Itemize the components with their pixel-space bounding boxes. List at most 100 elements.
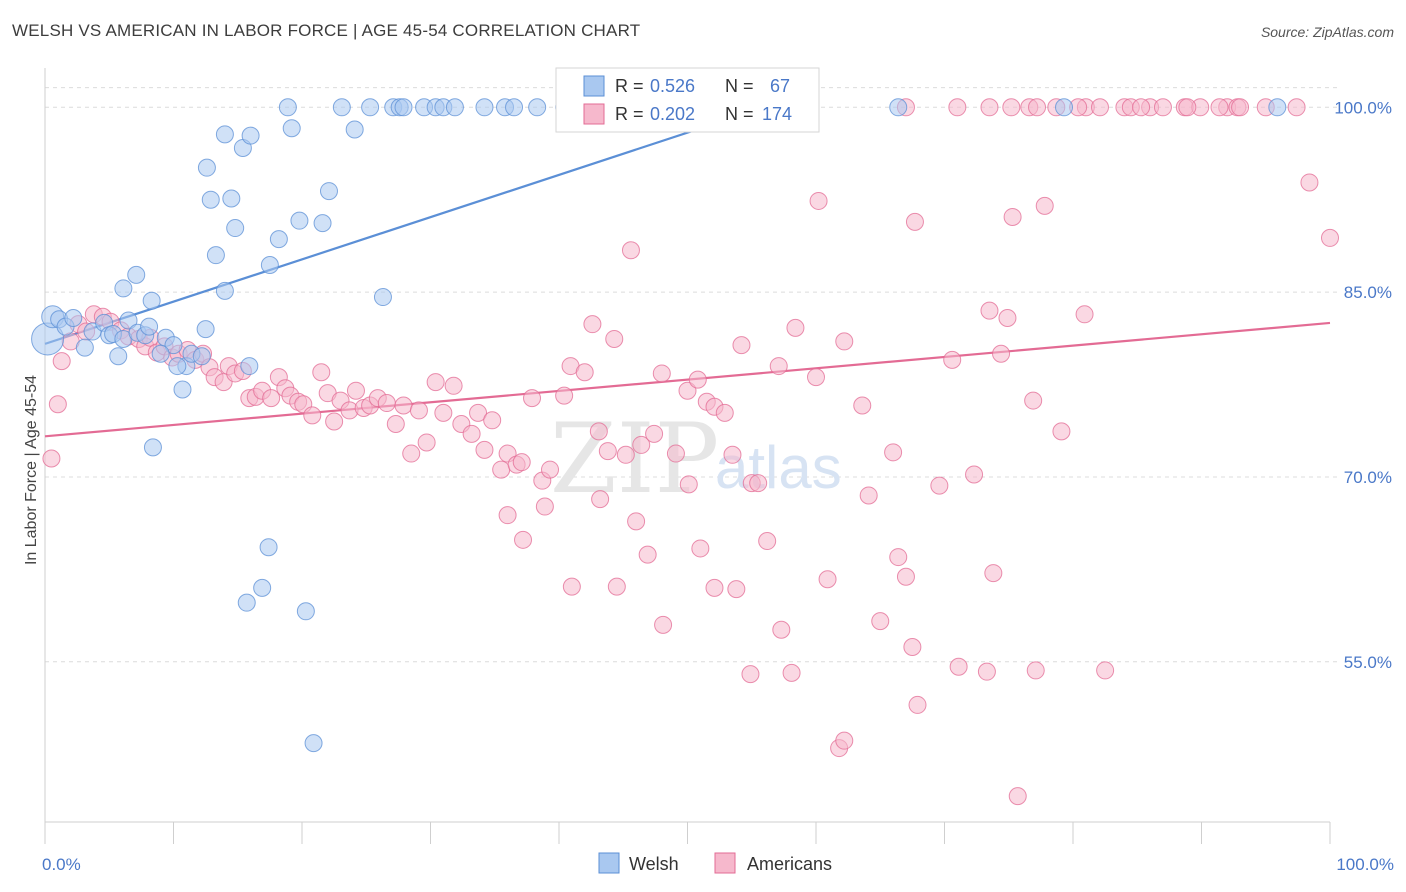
point-americans [691,539,710,558]
point-americans [434,403,453,422]
watermark-zip: ZIP [550,403,719,515]
point-americans [749,474,768,493]
legend-swatch-welsh [583,75,605,97]
point-americans [666,444,685,463]
legend-r-value-welsh: 0.526 [650,76,695,96]
chart-title: WELSH VS AMERICAN IN LABOR FORCE | AGE 4… [12,21,641,40]
y-tick-label-0: 100.0% [1334,98,1392,117]
point-americans [871,612,890,631]
point-americans [632,435,651,454]
point-americans [980,98,999,117]
point-americans [1287,98,1306,117]
point-americans [903,638,922,657]
point-americans [607,577,626,596]
legend-r-value-americans: 0.202 [650,104,695,124]
point-americans [807,368,825,387]
point-americans [859,486,878,505]
point-americans [853,396,872,415]
point-welsh [505,98,524,117]
point-americans [1003,207,1022,226]
y-tick-label-3: 55.0% [1344,653,1392,672]
point-americans [809,191,828,210]
point-americans [535,497,554,516]
point-welsh [345,120,364,139]
point-americans [884,443,903,462]
point-welsh [151,344,170,363]
point-americans [514,530,533,549]
x-tick-label-1: 100.0% [1336,855,1394,874]
point-welsh [226,219,245,238]
x-tick-label-0: 0.0% [42,855,81,874]
point-welsh [240,357,259,376]
point-americans [1028,98,1047,117]
point-welsh [1055,98,1074,117]
bottom-legend: Welsh Americans [598,852,832,874]
point-americans [930,476,949,495]
point-americans [1210,98,1229,117]
point-americans [905,212,924,231]
point-welsh [114,279,133,298]
point-americans [908,695,927,714]
bottom-legend-swatch-americans [714,852,736,874]
point-americans [492,460,511,479]
legend-n-value-welsh: 67 [770,76,790,96]
point-americans [638,545,657,564]
point-americans [589,422,608,441]
point-welsh [237,593,256,612]
point-americans [621,241,640,260]
point-americans [688,370,707,389]
point-americans [303,406,322,425]
point-welsh [445,98,464,117]
point-welsh [173,380,192,399]
legend-n-label-americans: N = [725,104,754,124]
point-americans [346,381,365,400]
y-tick-labels: 100.0% 85.0% 70.0% 55.0% [1334,98,1392,672]
y-axis-label: In Labor Force | Age 45-54 [23,375,40,565]
point-americans [678,381,697,400]
trend-line-welsh [44,106,765,345]
point-welsh [140,317,159,336]
point-americans [889,548,908,567]
point-welsh [259,538,278,557]
point-americans [312,363,331,382]
point-americans [1075,305,1094,324]
legend-n-value-americans: 174 [762,104,792,124]
source-label: Source: ZipAtlas.com [1260,24,1394,40]
legend-r-label-welsh: R = [615,76,644,96]
point-americans [980,301,999,320]
point-americans [402,444,421,463]
point-americans [512,453,531,472]
point-americans [977,662,996,681]
point-welsh [1268,98,1287,117]
point-americans [42,449,61,468]
point-welsh [475,98,494,117]
point-americans [645,424,664,443]
point-americans [591,490,610,509]
point-americans [1231,98,1250,117]
point-americans [409,401,428,420]
point-welsh [196,320,215,339]
point-americans [262,389,281,408]
point-welsh [394,98,413,117]
point-welsh [296,602,315,621]
point-americans [984,564,1003,583]
y-tick-label-1: 85.0% [1344,283,1392,302]
point-americans [598,442,617,461]
point-welsh [75,338,94,357]
point-welsh [278,98,297,117]
point-welsh [241,126,260,145]
point-americans [965,465,984,484]
point-welsh [332,98,351,117]
point-americans [896,567,915,586]
point-welsh [109,347,128,366]
bottom-legend-label-americans: Americans [747,854,832,874]
point-welsh [313,214,332,233]
point-americans [605,329,624,348]
point-americans [426,373,445,392]
point-americans [715,403,734,422]
point-americans [679,475,698,494]
point-welsh [282,119,301,138]
point-americans [723,445,742,464]
point-americans [394,396,413,415]
